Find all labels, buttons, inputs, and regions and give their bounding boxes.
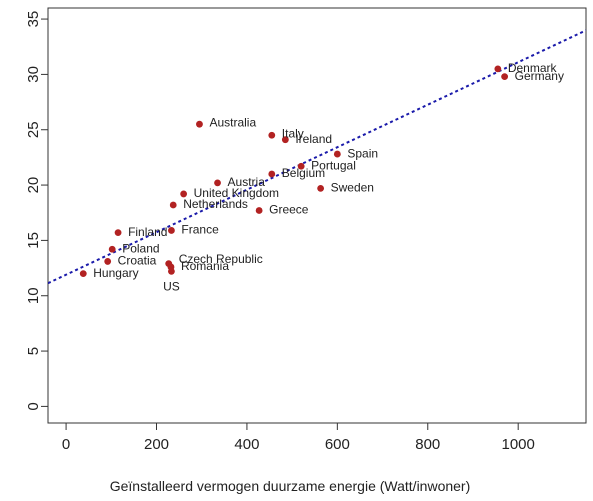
point-label-ireland: Ireland: [295, 132, 332, 146]
point-label-netherlands: Netherlands: [183, 197, 248, 211]
plot-border: [47, 7, 587, 424]
point-poland: [108, 245, 116, 253]
point-united-kingdom: [180, 190, 188, 198]
point-us: [168, 267, 175, 275]
point-label-united-kingdom: United Kingdom: [194, 186, 279, 200]
point-label-austria: Austria: [228, 175, 266, 189]
point-label-portugal: Portugal: [311, 158, 356, 172]
point-spain: [333, 150, 341, 158]
point-label-sweden: Sweden: [331, 181, 374, 195]
point-sweden: [317, 184, 325, 192]
points-layer: [79, 65, 509, 277]
y-tick-label: 0: [25, 402, 42, 410]
x-axis-title: Geïnstalleerd vermogen duurzame energie …: [110, 478, 471, 494]
x-tick-label: 800: [415, 436, 440, 453]
point-label-hungary: Hungary: [93, 266, 138, 280]
y-tick-label: 5: [25, 347, 42, 355]
point-greece: [255, 207, 263, 214]
point-label-us: US: [163, 280, 180, 294]
point-label-romania: Romania: [181, 259, 229, 273]
point-belgium: [268, 170, 276, 178]
point-italy: [268, 131, 276, 139]
point-label-australia: Australia: [209, 115, 256, 129]
x-tick-label: 1000: [501, 436, 534, 453]
point-label-greece: Greece: [269, 203, 309, 217]
y-tick-label: 15: [25, 232, 42, 249]
plot-frame: [47, 7, 587, 424]
point-ireland: [281, 136, 289, 144]
y-tick-label: 35: [25, 11, 42, 28]
point-label-france: France: [181, 223, 219, 237]
x-tick-label: 0: [62, 436, 70, 453]
y-tick-label: 30: [25, 66, 42, 83]
point-label-croatia: Croatia: [118, 254, 157, 268]
ticks-layer: 0 200 400 600 800 1000 0 5 10 15 20 25 30 35: [25, 11, 535, 453]
point-portugal: [297, 162, 305, 170]
point-hungary: [79, 270, 87, 277]
point-label-germany: Germany: [515, 69, 564, 83]
point-denmark: [494, 65, 502, 73]
point-croatia: [104, 258, 112, 265]
point-label-poland: Poland: [122, 241, 159, 255]
y-tick-label: 20: [25, 177, 42, 194]
x-tick-label: 200: [144, 436, 169, 453]
point-netherlands: [169, 201, 177, 209]
x-tick-label: 600: [325, 436, 350, 453]
y-tick-label: 10: [25, 287, 42, 304]
point-finland: [114, 229, 122, 237]
point-australia: [196, 120, 203, 128]
point-label-denmark: Denmark: [508, 61, 558, 75]
point-germany: [501, 73, 509, 81]
point-label-spain: Spain: [347, 146, 378, 160]
point-france: [168, 227, 175, 234]
point-label-finland: Finland: [128, 225, 167, 239]
x-tick-label: 400: [234, 436, 259, 453]
point-label-czech-republic: Czech Republic: [179, 252, 263, 266]
y-tick-label: 25: [25, 121, 42, 138]
point-austria: [214, 179, 221, 187]
point-label-belgium: Belgium: [282, 166, 325, 180]
point-label-italy: Italy: [282, 126, 304, 140]
